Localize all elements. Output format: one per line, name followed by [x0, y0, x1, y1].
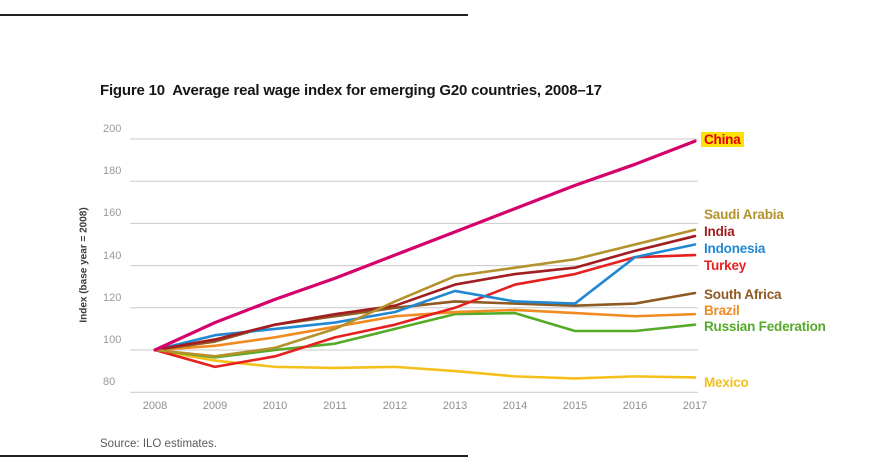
y-tick-label-100: 100	[103, 334, 122, 346]
x-tick-label-2013: 2013	[442, 400, 468, 412]
line-turkey	[153, 253, 697, 369]
legend-label-india: India	[704, 224, 735, 239]
y-tick-label-80: 80	[103, 376, 116, 389]
legend-label-russian-federation: Russian Federation	[704, 319, 826, 334]
x-tick-label-2016: 2016	[622, 400, 648, 412]
x-tick-label-2012: 2012	[382, 400, 408, 412]
y-tick-label-140: 140	[103, 249, 122, 262]
line-russian-federation	[153, 311, 697, 359]
x-tick-label-2015: 2015	[562, 400, 588, 412]
line-india	[153, 234, 697, 352]
legend-label-south-africa: South Africa	[704, 287, 782, 302]
figure-title: Figure 10 Average real wage index for em…	[100, 82, 602, 99]
legend-label-mexico: Mexico	[704, 375, 749, 390]
y-tick-label-200: 200	[103, 123, 122, 135]
legend-label-brazil: Brazil	[704, 303, 740, 318]
page-edge-line-bottom	[0, 455, 468, 457]
line-china	[153, 139, 697, 352]
x-tick-label-2014: 2014	[502, 400, 528, 412]
x-tick-label-2010: 2010	[262, 400, 288, 412]
y-tick-label-160: 160	[103, 207, 122, 220]
page-edge-line-top	[0, 14, 468, 16]
x-tick-label-2011: 2011	[323, 400, 347, 412]
line-brazil	[153, 308, 697, 352]
line-saudi-arabia	[153, 228, 697, 358]
legend-label-china: China	[701, 132, 744, 147]
legend-label-turkey: Turkey	[704, 258, 747, 273]
x-tick-label-2017: 2017	[682, 400, 708, 412]
legend-label-indonesia: Indonesia	[704, 241, 766, 256]
line-mexico	[153, 348, 697, 380]
x-tick-label-2009: 2009	[202, 400, 228, 412]
y-tick-label-120: 120	[103, 291, 122, 304]
y-tick-label-180: 180	[103, 165, 122, 178]
x-tick-label-2008: 2008	[142, 400, 168, 412]
source-note: Source: ILO estimates.	[100, 438, 217, 450]
legend-label-saudi-arabia: Saudi Arabia	[704, 207, 784, 222]
